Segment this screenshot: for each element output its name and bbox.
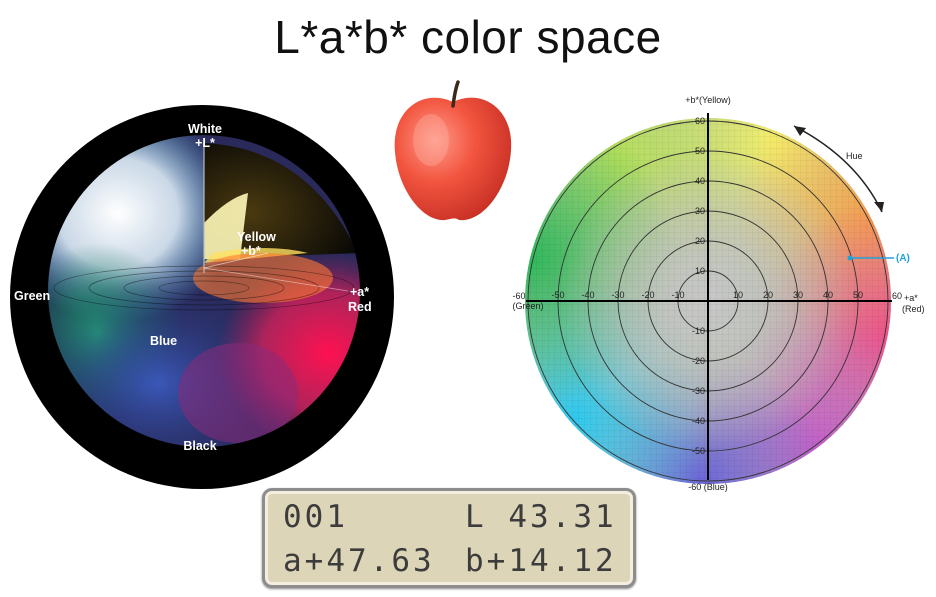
lab-sphere-illustration: White +L* Yellow +b* Green +a* Red Blue …	[8, 103, 396, 491]
l-axis-label: +L*	[195, 136, 215, 150]
sample-number: 001	[283, 499, 348, 535]
y-tick-label: 10	[695, 266, 705, 276]
x-tick-label: -10	[671, 290, 684, 300]
apple-image	[383, 80, 523, 230]
red-axis-label: (Red)	[902, 304, 925, 314]
x-tick-label: -50	[551, 290, 564, 300]
a-star-label: +a*	[904, 293, 918, 303]
ab-hue-diagram: +b*(Yellow) -60 (Blue) -60 (Green) 60 +a…	[500, 88, 936, 508]
y-tick-label: 60	[695, 116, 705, 126]
y-tick-label: -20	[692, 356, 705, 366]
y-tick-label: -10	[692, 326, 705, 336]
colorimeter-readout: 001 L 43.31 a+47.63 b+14.12	[262, 488, 636, 588]
red-label: Red	[348, 300, 372, 314]
green-axis-label: (Green)	[512, 301, 543, 311]
green-label: Green	[14, 289, 50, 303]
y-tick-label: -40	[692, 416, 705, 426]
yellow-label: Yellow	[237, 230, 276, 244]
b-value: b+14.12	[465, 543, 617, 579]
black-label: Black	[183, 439, 216, 453]
x-tick-label: 10	[733, 290, 743, 300]
x-tick-label: 30	[793, 290, 803, 300]
x-tick-label: -40	[581, 290, 594, 300]
y-tick-label: 20	[695, 236, 705, 246]
b-axis-label: +b*	[241, 244, 261, 258]
white-label: White	[188, 122, 222, 136]
a-axis-label: +a*	[350, 285, 369, 299]
blue-axis-label: -60 (Blue)	[688, 482, 728, 492]
y-tick-label: -30	[692, 386, 705, 396]
red-axis-value: 60	[892, 291, 902, 301]
b-yellow-axis-label: +b*(Yellow)	[685, 95, 730, 105]
y-tick-label: 50	[695, 146, 705, 156]
x-tick-label: -30	[611, 290, 624, 300]
point-a-label: (A)	[896, 253, 910, 264]
a-value: a+47.63	[283, 543, 435, 579]
y-tick-label: 30	[695, 206, 705, 216]
y-tick-label: 40	[695, 176, 705, 186]
blue-label: Blue	[150, 334, 177, 348]
x-tick-label: 50	[853, 290, 863, 300]
x-tick-label: -20	[641, 290, 654, 300]
slide-title: L*a*b* color space	[274, 11, 662, 63]
x-tick-label: 20	[763, 290, 773, 300]
x-tick-label: 40	[823, 290, 833, 300]
hue-label: Hue	[846, 151, 863, 161]
y-tick-label: -50	[692, 446, 705, 456]
l-value: L 43.31	[465, 499, 617, 535]
green-axis-value: -60	[512, 291, 525, 301]
